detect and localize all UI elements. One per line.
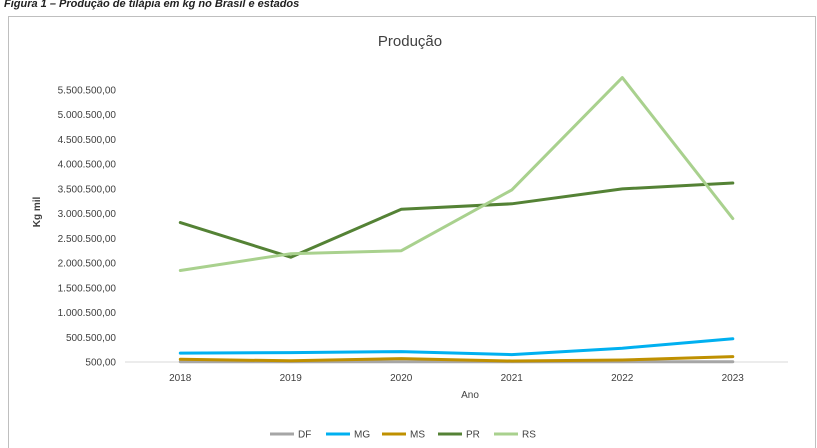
- x-tick-label: 2019: [280, 373, 303, 384]
- chart-frame: [8, 16, 816, 448]
- caption-text: Figura 1 – Produção de tilápia em kg no …: [4, 0, 299, 10]
- legend-label-ms: MS: [410, 430, 425, 441]
- y-tick-label: 4.500.500,00: [58, 135, 117, 146]
- y-tick-label: 1.000.500,00: [58, 308, 117, 319]
- y-tick-label: 5.000.500,00: [58, 110, 117, 121]
- y-tick-label: 4.000.500,00: [58, 160, 117, 171]
- legend-label-df: DF: [298, 430, 311, 441]
- legend: DF MG MS PR RS: [270, 430, 536, 441]
- x-axis-label: Ano: [461, 390, 479, 401]
- chart-title: Produção: [378, 33, 442, 50]
- y-tick-label: 5.500.500,00: [58, 85, 117, 96]
- y-tick-label: 1.500.500,00: [58, 283, 117, 294]
- series-line-rs: [178, 76, 735, 272]
- y-tick-label: 3.000.500,00: [58, 209, 117, 220]
- y-tick-label: 2.500.500,00: [58, 234, 117, 245]
- x-tick-label: 2020: [390, 373, 413, 384]
- y-tick-label: 3.500.500,00: [58, 184, 117, 195]
- x-tick-label: 2022: [611, 373, 634, 384]
- x-axis-ticks: 2018 2019 2020 2021 2022 2023: [169, 373, 744, 384]
- legend-label-pr: PR: [466, 430, 480, 441]
- series-line-mg: [178, 337, 735, 357]
- y-tick-label: 2.000.500,00: [58, 259, 117, 270]
- legend-label-mg: MG: [354, 430, 370, 441]
- series-line-pr: [178, 181, 735, 259]
- y-axis-label: Kg mil: [32, 197, 43, 228]
- y-tick-label: 500,00: [85, 358, 116, 369]
- x-tick-label: 2023: [722, 373, 745, 384]
- series-line-ms: [178, 355, 735, 363]
- caption-fragment: Figura 1 – Produção de tilápia em kg no …: [0, 0, 817, 14]
- x-tick-label: 2021: [501, 373, 524, 384]
- y-axis-ticks: 5.500.500,00 5.000.500,00 4.500.500,00 4.00…: [58, 85, 117, 368]
- series-lines: [178, 76, 735, 364]
- legend-label-rs: RS: [522, 430, 536, 441]
- x-tick-label: 2018: [169, 373, 192, 384]
- y-tick-label: 500.500,00: [66, 333, 116, 344]
